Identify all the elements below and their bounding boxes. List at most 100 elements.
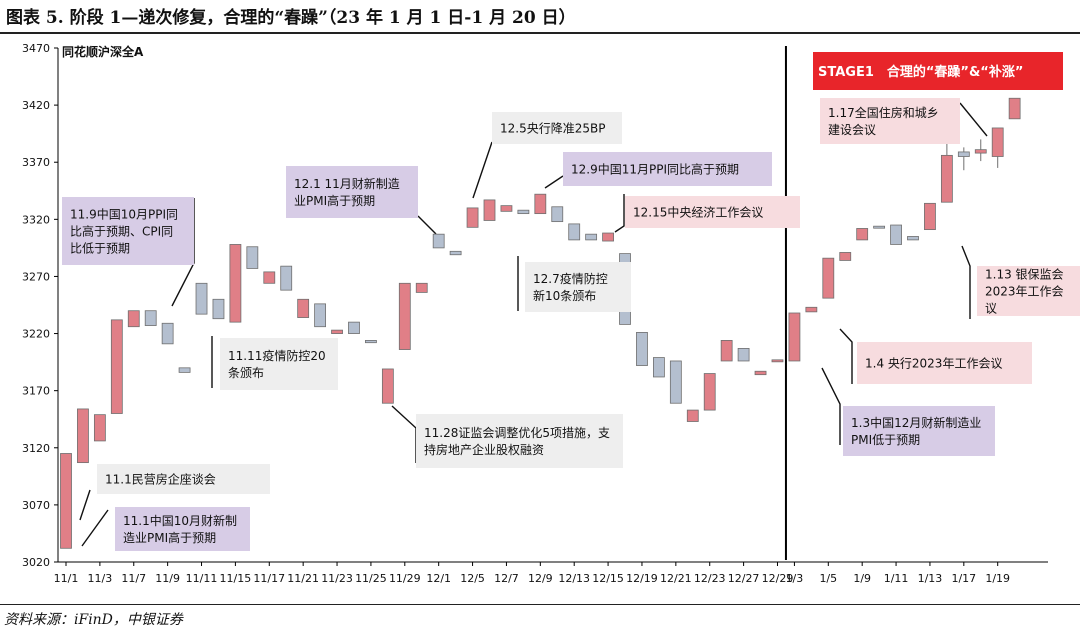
annotation-connector (614, 194, 625, 233)
x-tick-label: 1/5 (819, 572, 837, 585)
x-tick-label: 1/3 (786, 572, 804, 585)
candle (517, 209, 530, 215)
candle (754, 370, 767, 376)
candle (585, 233, 598, 241)
x-tick-label: 11/15 (220, 572, 252, 585)
candle-body (398, 282, 411, 350)
candle (873, 225, 886, 229)
candle (161, 322, 174, 345)
annotation-text: 1.4 央行2023年工作会议 (865, 357, 1002, 371)
annotation-connector (472, 141, 493, 199)
candle (720, 340, 733, 362)
x-tick-label: 12/27 (728, 572, 760, 585)
annotation-connector (417, 215, 437, 235)
candle-body (788, 312, 801, 362)
y-tick-label: 3170 (22, 385, 50, 398)
candle (771, 359, 784, 363)
annotation: 11.9中国10月PPI同比高于预期、CPI同比低于预期 (62, 197, 194, 265)
candle (331, 329, 343, 334)
annotation-box (563, 152, 772, 186)
candle-body (127, 310, 140, 328)
annotation-box (977, 266, 1080, 316)
candle-body (873, 225, 886, 229)
candle-body (348, 321, 360, 334)
annotation-text: 11.28证监会调整优化5项措施，支持房地产企业股权融资 (424, 425, 610, 457)
candle-body (331, 329, 343, 334)
annotation-text: 11.1民营房企座谈会 (105, 472, 216, 487)
candle-body (297, 298, 310, 318)
x-tick-label: 11/3 (88, 572, 113, 585)
candle-body (212, 298, 225, 320)
annotation: 12.9中国11月PPI同比高于预期 (563, 152, 772, 186)
annotation: 1.3中国12月财新制造业 PMI低于预期 (843, 406, 995, 456)
candle-body (636, 332, 648, 366)
x-tick-label: 12/29 (762, 572, 794, 585)
candle-body (924, 202, 936, 231)
annotation: 12.15中央经济工作会议 (625, 196, 800, 228)
candle (669, 360, 682, 404)
annotation-connector (79, 489, 91, 521)
candle (195, 282, 208, 315)
annotation: 12.1 11月财新制造业PMI高于预期 (286, 166, 418, 218)
candle-body (161, 322, 174, 345)
candle (483, 199, 496, 221)
x-tick-label: 11/25 (355, 572, 387, 585)
y-tick-label: 3320 (22, 213, 50, 226)
candle (856, 228, 869, 241)
source-note: 资料来源：iFinD，中银证券 (4, 612, 183, 628)
candle-body (381, 368, 394, 404)
annotations: 11.1民营房企座谈会 11.1中国10月财新制造业PMI高于预期 11.9中国10… (62, 98, 1080, 551)
series-name-label: 同花顺沪深全A (62, 44, 144, 59)
annotation-box (220, 338, 338, 390)
annotation-text: 1.17全国住房和城乡建设会议 (828, 105, 939, 137)
candle (957, 147, 970, 171)
x-tick-label: 12/21 (660, 572, 692, 585)
annotation-text: 11.9中国10月PPI同比高于预期、CPI同比低于预期 (70, 207, 178, 256)
stage-label: STAGE1 合理的“春躁”&“补涨” (818, 64, 1023, 80)
candle-body (771, 359, 784, 363)
candle (805, 306, 818, 313)
x-tick-label: 12/7 (494, 572, 519, 585)
candle (415, 282, 428, 293)
annotation-text: 12.15中央经济工作会议 (633, 205, 763, 220)
candle (127, 310, 140, 328)
source-rule (0, 604, 1080, 605)
candle-body (246, 246, 259, 269)
annotation-box (62, 197, 194, 265)
annotation-box (857, 342, 1032, 384)
y-tick-label: 3120 (22, 442, 50, 455)
candlestick-chart: 3020 3070 3120 3170 3220 3270 3320 3370 3420 3470… (22, 42, 1080, 585)
candle-body (856, 228, 869, 241)
candle-body (365, 340, 377, 344)
candle (449, 250, 462, 256)
candle-body (957, 151, 970, 157)
annotation-text: 12.1 11月财新制造业PMI高于预期 (294, 176, 400, 208)
y-tick-label: 3070 (22, 499, 50, 512)
candle-body (602, 232, 614, 242)
candle-body (415, 282, 428, 293)
candle (686, 409, 699, 422)
candle-body (263, 271, 276, 284)
x-tick-label: 1/9 (853, 572, 871, 585)
x-tick-label: 11/21 (287, 572, 319, 585)
candle-body (805, 306, 818, 313)
annotation: 1.17全国住房和城乡建设会议 (820, 98, 960, 144)
candle-body (568, 223, 581, 241)
candle-body (449, 250, 462, 256)
title-rule (0, 32, 1080, 34)
candle-body (483, 199, 496, 221)
annotation-text: 12.9中国11月PPI同比高于预期 (571, 162, 739, 177)
annotation-box (625, 196, 800, 228)
candle (77, 408, 89, 464)
candle (60, 453, 72, 549)
annotation-text: 12.7疫情防控新10条颁布 (533, 271, 608, 303)
candle (1008, 97, 1021, 120)
annotation-box (843, 406, 995, 456)
candle (602, 232, 614, 242)
candle (924, 202, 936, 231)
candle-body (754, 370, 767, 376)
candle (212, 298, 225, 320)
candle (974, 139, 987, 162)
candle (636, 332, 648, 366)
candle (551, 206, 564, 223)
